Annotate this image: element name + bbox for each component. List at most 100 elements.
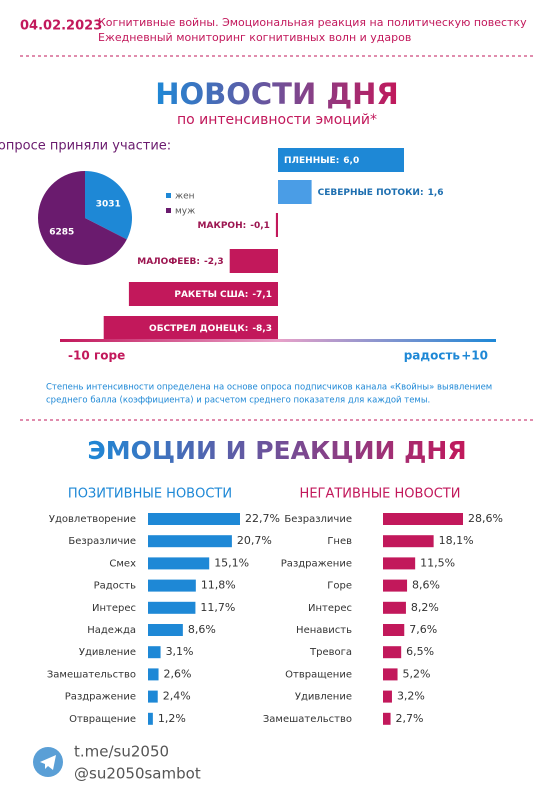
bar-value: -8,3 [252, 324, 272, 334]
bar-category: ПЛЕННЫЕ: [284, 156, 339, 166]
bar [383, 690, 392, 703]
footer-link[interactable]: t.me/su2050 [74, 743, 169, 761]
bar [383, 557, 416, 570]
axis-line [60, 339, 496, 342]
bar [229, 249, 278, 273]
bar [148, 646, 161, 659]
title: НОВОСТИ ДНЯ [155, 77, 399, 111]
category-label: Раздражение [281, 558, 352, 569]
bar [148, 712, 153, 725]
footnote: среднего балла (коэффициента) и расчетом… [46, 396, 430, 406]
value-label: 7,6% [409, 623, 437, 636]
category-label: Надежда [87, 625, 136, 636]
category-label: Гнев [327, 536, 352, 547]
footer-bot[interactable]: @su2050sambot [74, 765, 201, 783]
value-label: 6,5% [406, 645, 434, 658]
subtitle: по интенсивности эмоций* [177, 112, 377, 128]
header-line: Когнитивные войны. Эмоциональная реакция… [98, 16, 527, 29]
bar-value: -0,1 [250, 221, 270, 231]
bar-category: СЕВЕРНЫЕ ПОТОКИ: [318, 188, 424, 198]
value-label: 18,1% [439, 534, 474, 547]
bar [148, 535, 232, 548]
bar-label: РАКЕТЫ США: -7,1 [174, 290, 272, 300]
category-label: Удовлетворение [49, 514, 136, 525]
bar [148, 601, 196, 614]
bar-category: РАКЕТЫ США: [174, 290, 248, 300]
value-label: 11,7% [200, 601, 235, 614]
category-label: Замешательство [47, 669, 136, 680]
axis-label: горе [94, 349, 125, 363]
bar [278, 180, 312, 204]
slice-label: 3031 [96, 199, 121, 209]
bar [383, 513, 463, 525]
bar [383, 535, 434, 548]
slice-label: 6285 [49, 228, 74, 238]
value-label: 20,7% [237, 534, 272, 547]
bar [383, 668, 398, 681]
category-label: Отвращение [285, 669, 352, 680]
category-label: Интерес [92, 603, 136, 614]
bar-label: ОБСТРЕЛ ДОНЕЦК: -8,3 [149, 324, 272, 334]
bar [103, 316, 278, 340]
category-label: Отвращение [69, 714, 136, 725]
category-label: Радость [94, 581, 137, 592]
bar [148, 513, 240, 525]
category-label: Раздражение [65, 692, 136, 703]
bar [128, 282, 278, 306]
value-label: 28,6% [468, 512, 503, 525]
value-label: 3,1% [166, 645, 194, 658]
value-label: 8,6% [412, 579, 440, 592]
header-line: Ежедневный мониторинг когнитивных волн и… [98, 31, 411, 44]
value-label: 5,2% [403, 667, 431, 680]
footnote: Степень интенсивности определена на осно… [46, 383, 492, 393]
bar-category: ОБСТРЕЛ ДОНЕЦК: [149, 324, 248, 334]
bar [148, 557, 210, 570]
bar [148, 668, 159, 681]
section-title: ЭМОЦИИ И РЕАКЦИИ ДНЯ [87, 436, 466, 465]
category-label: Ненависть [296, 625, 352, 636]
value-label: 11,5% [420, 556, 455, 569]
bar-value: -7,1 [252, 290, 272, 300]
value-label: 11,8% [201, 579, 236, 592]
category-label: Горе [327, 581, 352, 592]
bar [383, 579, 408, 592]
value-label: 3,2% [397, 690, 425, 703]
category-label: Тревога [309, 647, 352, 658]
bar-value: -2,3 [204, 257, 224, 267]
pie-title: В опросе приняли участие: [0, 139, 171, 154]
pie-slice [38, 170, 127, 265]
panel-title: ПОЗИТИВНЫЕ НОВОСТИ [68, 487, 232, 502]
tick-label: +10 [461, 349, 488, 363]
bar [278, 148, 404, 172]
value-label: 22,7% [245, 512, 280, 525]
category-label: Безразличие [284, 514, 352, 525]
category-label: Безразличие [68, 536, 136, 547]
bar-category: МАКРОН: [198, 221, 247, 231]
bar [383, 601, 406, 614]
bar-value: 6,0 [343, 156, 359, 166]
panel-title: НЕГАТИВНЫЕ НОВОСТИ [300, 487, 461, 502]
legend-label: жен [175, 192, 195, 202]
value-label: 1,2% [158, 712, 186, 725]
category-label: Удивление [295, 692, 352, 703]
value-label: 15,1% [214, 556, 249, 569]
category-label: Интерес [308, 603, 352, 614]
value-label: 8,2% [411, 601, 439, 614]
value-label: 2,7% [396, 712, 424, 725]
category-label: Удивление [79, 647, 136, 658]
pie-slice [85, 171, 132, 240]
bar [148, 579, 196, 592]
legend-label: муж [175, 207, 195, 217]
legend-swatch [166, 208, 171, 213]
tick-label: -10 [68, 349, 90, 363]
bar-label: ПЛЕННЫЕ: 6,0 [284, 156, 359, 166]
bar-label: МАЛОФЕЕВ: -2,3 [137, 257, 223, 267]
category-label: Смех [109, 558, 136, 569]
value-label: 2,4% [163, 690, 191, 703]
bar [275, 213, 278, 237]
bar-value: 1,6 [428, 188, 444, 198]
bar [383, 624, 405, 636]
bar [148, 690, 158, 703]
bar-category: МАЛОФЕЕВ: [137, 257, 200, 267]
